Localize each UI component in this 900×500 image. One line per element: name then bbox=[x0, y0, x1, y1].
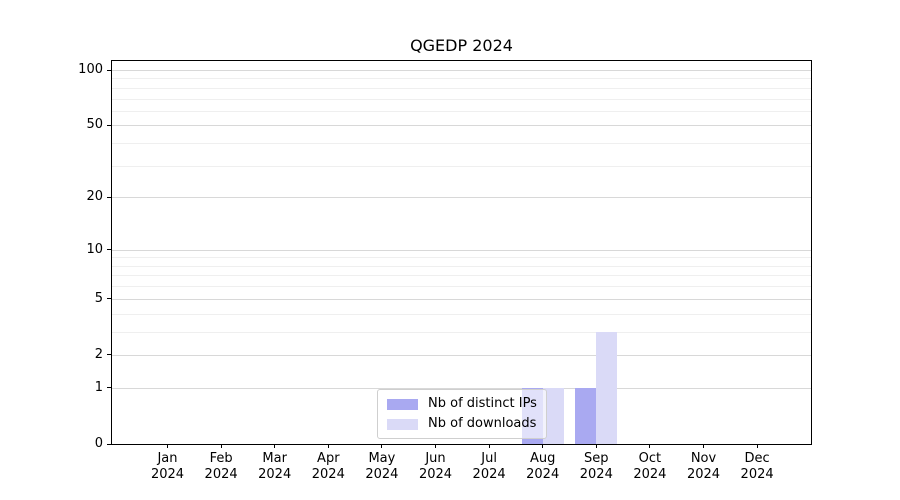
x-tick-mark bbox=[542, 444, 544, 448]
y-tick-mark bbox=[107, 443, 111, 445]
minor-gridline bbox=[112, 87, 811, 89]
minor-gridline bbox=[112, 257, 811, 259]
x-tick-label: Dec 2024 bbox=[721, 451, 793, 483]
minor-gridline bbox=[112, 78, 811, 80]
x-tick-mark bbox=[595, 444, 597, 448]
minor-gridline bbox=[112, 331, 811, 333]
x-tick-label: Oct 2024 bbox=[614, 451, 686, 483]
legend-swatch bbox=[387, 418, 418, 430]
minor-gridline bbox=[112, 110, 811, 112]
x-tick-year: 2024 bbox=[740, 467, 774, 482]
x-tick-mark bbox=[703, 444, 704, 448]
x-tick-label: Jun 2024 bbox=[400, 451, 472, 483]
x-tick-year: 2024 bbox=[633, 467, 667, 482]
major-gridline bbox=[112, 354, 811, 356]
x-tick-mark bbox=[488, 444, 490, 448]
bar-downloads bbox=[596, 331, 618, 444]
x-tick-mark bbox=[756, 444, 758, 448]
y-tick-mark bbox=[107, 249, 111, 251]
bar-distinct-ips bbox=[575, 387, 597, 444]
legend-label: Nb of distinct IPs bbox=[428, 396, 537, 411]
x-tick-month: Jan bbox=[157, 451, 178, 466]
y-tick-label: 10 bbox=[86, 241, 103, 257]
minor-gridline bbox=[112, 286, 811, 288]
x-tick-year: 2024 bbox=[526, 467, 560, 482]
minor-gridline bbox=[112, 265, 811, 267]
x-tick-label: Nov 2024 bbox=[668, 451, 740, 483]
y-tick-mark bbox=[107, 124, 111, 126]
bar-downloads bbox=[542, 387, 564, 444]
minor-gridline bbox=[112, 275, 811, 277]
x-tick-label: Aug 2024 bbox=[507, 451, 579, 483]
y-tick-label: 100 bbox=[78, 62, 103, 77]
major-gridline bbox=[112, 298, 811, 300]
x-tick-month: Nov bbox=[690, 451, 717, 466]
x-tick-year: 2024 bbox=[258, 467, 292, 482]
legend-item: Nb of downloads bbox=[387, 416, 537, 432]
y-tick-label: 0 bbox=[94, 436, 103, 451]
x-tick-month: Mar bbox=[262, 451, 287, 466]
minor-gridline bbox=[112, 98, 811, 100]
minor-gridline bbox=[112, 313, 811, 315]
x-tick-year: 2024 bbox=[418, 467, 453, 482]
x-tick-mark bbox=[435, 444, 436, 448]
x-tick-month: Apr bbox=[317, 451, 340, 466]
x-tick-month: May bbox=[368, 451, 396, 466]
chart-title: QGEDP 2024 bbox=[410, 36, 513, 55]
x-tick-label: Mar 2024 bbox=[239, 451, 311, 483]
major-gridline bbox=[112, 125, 811, 127]
y-tick-mark bbox=[107, 196, 111, 198]
y-tick-label: 5 bbox=[94, 290, 103, 306]
x-tick-mark bbox=[220, 444, 222, 448]
major-gridline bbox=[112, 387, 811, 389]
plot-area: Nb of distinct IPs Nb of downloads bbox=[111, 60, 812, 445]
x-tick-year: 2024 bbox=[365, 467, 399, 482]
x-tick-year: 2024 bbox=[579, 467, 613, 482]
x-tick-mark bbox=[274, 444, 276, 448]
x-tick-year: 2024 bbox=[686, 467, 721, 482]
x-tick-label: Jul 2024 bbox=[453, 451, 525, 483]
y-tick-mark bbox=[107, 69, 111, 71]
x-tick-month: Jul bbox=[481, 451, 497, 466]
legend-label: Nb of downloads bbox=[428, 416, 537, 431]
minor-gridline bbox=[112, 165, 811, 167]
x-tick-month: Sep bbox=[584, 451, 609, 466]
x-tick-month: Feb bbox=[209, 451, 233, 466]
x-tick-month: Jun bbox=[425, 451, 446, 466]
major-gridline bbox=[112, 70, 811, 71]
x-tick-year: 2024 bbox=[472, 467, 506, 482]
x-tick-label: Feb 2024 bbox=[185, 451, 257, 483]
x-tick-month: Aug bbox=[529, 451, 556, 466]
x-tick-month: Oct bbox=[638, 451, 662, 466]
legend-item: Nb of distinct IPs bbox=[387, 396, 537, 412]
x-tick-mark bbox=[649, 444, 651, 448]
x-tick-mark bbox=[327, 444, 329, 448]
y-tick-mark bbox=[107, 387, 111, 389]
y-tick-mark bbox=[107, 298, 111, 300]
major-gridline bbox=[112, 197, 811, 199]
legend: Nb of distinct IPs Nb of downloads bbox=[377, 389, 547, 439]
x-tick-mark bbox=[167, 444, 168, 448]
x-tick-mark bbox=[381, 444, 383, 448]
x-tick-label: Sep 2024 bbox=[560, 451, 632, 483]
x-tick-year: 2024 bbox=[150, 467, 185, 482]
x-tick-month: Dec bbox=[744, 451, 770, 466]
x-tick-year: 2024 bbox=[311, 467, 345, 482]
minor-gridline bbox=[112, 143, 811, 145]
x-tick-label: Apr 2024 bbox=[292, 451, 364, 483]
x-tick-label: May 2024 bbox=[346, 451, 418, 483]
y-tick-label: 50 bbox=[86, 117, 103, 133]
x-tick-label: Jan 2024 bbox=[132, 451, 204, 483]
y-tick-label: 1 bbox=[94, 379, 103, 395]
major-gridline bbox=[112, 249, 811, 251]
y-tick-label: 20 bbox=[86, 189, 103, 205]
legend-swatch bbox=[387, 398, 418, 410]
y-tick-mark bbox=[107, 354, 111, 356]
x-tick-year: 2024 bbox=[204, 467, 238, 482]
y-tick-label: 2 bbox=[94, 346, 103, 362]
